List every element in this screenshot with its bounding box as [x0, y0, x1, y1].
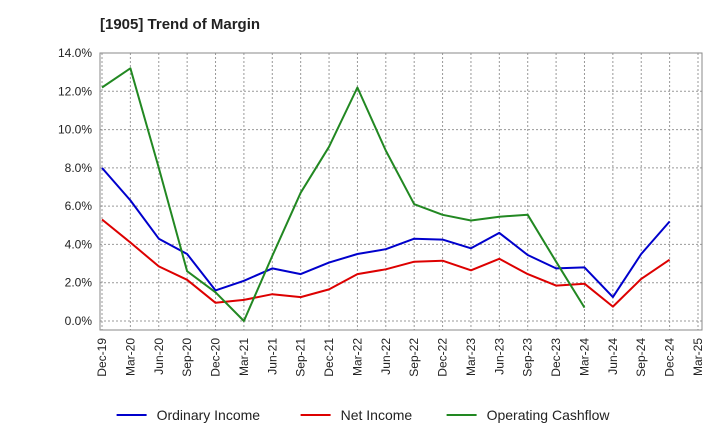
y-tick-label: 2.0% [65, 276, 93, 290]
grid [100, 52, 702, 330]
x-tick-label: Jun-24 [606, 338, 620, 375]
x-axis-ticks: Dec-19 Mar-20 Jun-20 Sep-20 Dec-20 Mar-21 Jun-… [95, 338, 705, 377]
x-tick-label: Mar-23 [464, 338, 478, 376]
x-tick-label: Sep-22 [407, 338, 421, 377]
series-lines [101, 67, 671, 322]
plot-frame [99, 52, 703, 331]
chart-title: [1905] Trend of Margin [100, 16, 261, 33]
x-tick-label: Jun-22 [379, 338, 393, 375]
y-tick-label: 0.0% [65, 314, 93, 328]
x-tick-label: Mar-24 [577, 338, 591, 376]
legend-label: Operating Cashflow [487, 407, 611, 423]
axes [99, 52, 703, 331]
x-tick-label: Mar-22 [350, 338, 364, 376]
x-tick-label: Sep-24 [634, 338, 648, 377]
legend-label: Net Income [341, 407, 413, 423]
series-line-1 [101, 218, 671, 308]
y-tick-label: 14.0% [58, 46, 92, 60]
legend-label: Ordinary Income [157, 407, 261, 423]
x-tick-label: Jun-20 [152, 338, 166, 375]
y-tick-label: 8.0% [65, 161, 93, 175]
series-line-2 [101, 67, 586, 322]
x-tick-label: Sep-23 [521, 338, 535, 377]
x-tick-label: Sep-21 [294, 338, 308, 377]
x-tick-label: Dec-19 [95, 338, 109, 377]
x-tick-label: Mar-21 [237, 338, 251, 376]
x-tick-label: Jun-23 [492, 338, 506, 375]
x-tick-label: Dec-23 [549, 338, 563, 377]
legend: Ordinary Income Net Income Operating Cashf… [116, 407, 611, 423]
series-line-0 [101, 167, 671, 299]
x-tick-label: Dec-20 [209, 338, 223, 377]
x-tick-label: Dec-24 [663, 338, 677, 377]
y-tick-label: 4.0% [65, 237, 93, 251]
x-tick-label: Dec-22 [436, 338, 450, 377]
y-tick-label: 6.0% [65, 199, 93, 213]
x-tick-label: Mar-25 [691, 338, 705, 376]
x-tick-label: Mar-20 [123, 338, 137, 376]
x-tick-label: Sep-20 [180, 338, 194, 377]
y-tick-label: 12.0% [58, 84, 92, 98]
x-tick-label: Dec-21 [322, 338, 336, 377]
y-tick-label: 10.0% [58, 123, 92, 137]
y-axis-ticks: 0.0% 2.0% 4.0% 6.0% 8.0% 10.0% 12.0% 14.0% [58, 46, 92, 328]
x-tick-label: Jun-21 [265, 338, 279, 375]
